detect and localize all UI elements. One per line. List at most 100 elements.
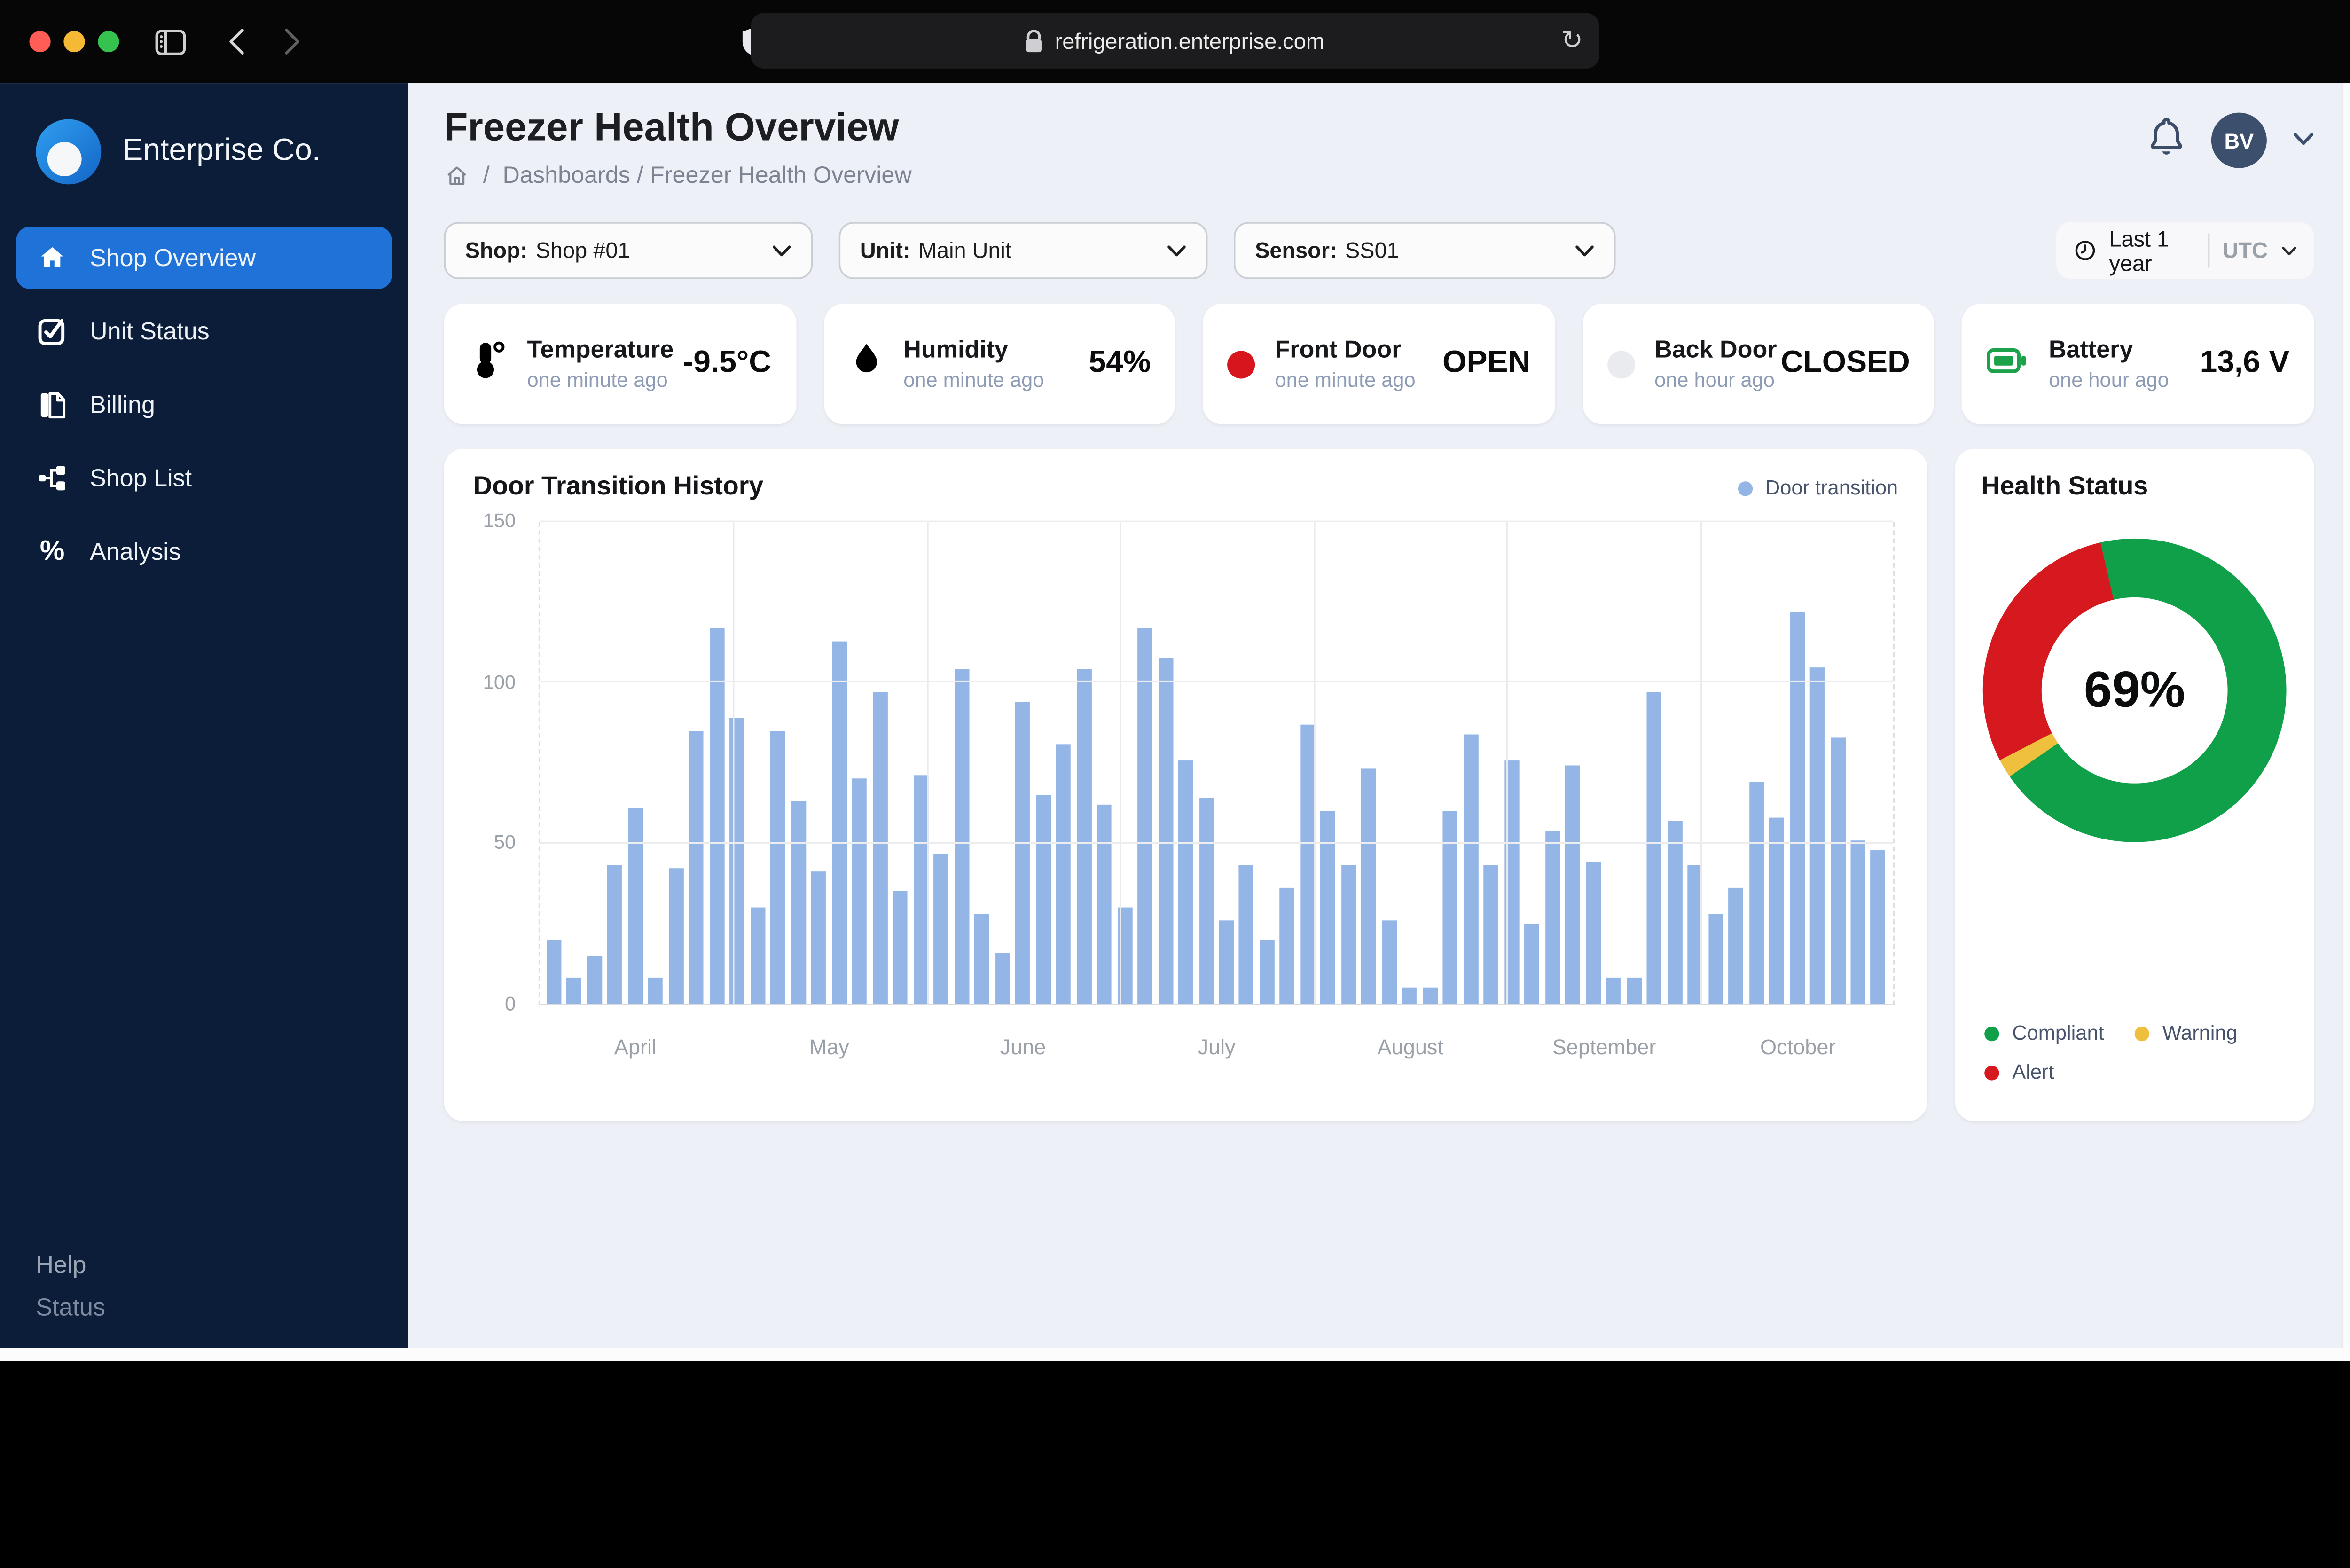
check-square-icon <box>36 317 68 346</box>
sidebar-item-label: Billing <box>90 391 155 419</box>
sidebar-item-label: Analysis <box>90 538 181 565</box>
legend-dot-icon <box>1984 1026 1999 1040</box>
legend-dot-icon <box>2135 1026 2149 1040</box>
breadcrumb-separator: / <box>483 163 490 189</box>
clock-icon <box>2074 236 2096 264</box>
health-status-card: Health Status 69% Compliant Warning <box>1955 449 2314 1121</box>
sidebar-item-label: Shop Overview <box>90 244 256 272</box>
legend-label: Warning <box>2162 1022 2238 1045</box>
browser-scrollbar[interactable] <box>2342 83 2350 1348</box>
kpi-updated: one minute ago <box>1275 369 1415 392</box>
time-range-select[interactable]: Last 1 year UTC <box>2056 222 2314 279</box>
sidebar-nav: Shop Overview Unit Status Billing Shop L… <box>0 227 408 583</box>
lock-icon <box>1026 29 1043 53</box>
close-window-button[interactable] <box>30 31 51 52</box>
kpi-value: 13,6 V <box>2200 346 2290 382</box>
sidebar-item-label: Shop List <box>90 464 192 492</box>
notifications-bell-icon[interactable] <box>2147 116 2185 165</box>
reload-icon[interactable]: ↻ <box>1561 24 1583 55</box>
sidebar: Enterprise Co. Shop Overview Unit Status… <box>0 83 408 1348</box>
chart-title: Door Transition History <box>473 473 763 503</box>
page-title: Freezer Health Overview <box>444 106 911 152</box>
browser-titlebar: refrigeration.enterprise.com ↻ <box>0 0 2350 83</box>
percent-icon: % <box>36 535 68 568</box>
divider <box>2208 234 2209 268</box>
breadcrumb: / Dashboards / Freezer Health Overview <box>444 163 911 189</box>
sensor-select-label: Sensor: <box>1255 238 1337 263</box>
chevron-down-icon <box>2281 244 2296 257</box>
breadcrumb-path[interactable]: Dashboards / Freezer Health Overview <box>503 163 912 189</box>
kpi-title: Temperature <box>527 336 674 364</box>
sidebar-item-billing[interactable]: Billing <box>16 374 392 436</box>
kpi-title: Humidity <box>903 336 1044 364</box>
avatar[interactable]: BV <box>2211 113 2267 168</box>
zoom-window-button[interactable] <box>98 31 119 52</box>
main-content: Freezer Health Overview / Dashboards / F… <box>408 83 2350 1348</box>
red-status-dot-icon <box>1228 350 1255 378</box>
forward-icon[interactable] <box>284 28 300 55</box>
kpi-updated: one minute ago <box>527 369 674 392</box>
kpi-title: Front Door <box>1275 336 1415 364</box>
chevron-down-icon <box>1167 238 1187 263</box>
legend-label: Alert <box>2012 1061 2054 1084</box>
timezone-value: UTC <box>2222 238 2267 263</box>
back-icon[interactable] <box>228 28 245 55</box>
legend-label: Compliant <box>2012 1022 2104 1045</box>
kpi-card-front-door: Front Door one minute ago OPEN <box>1203 304 1555 424</box>
health-legend: Compliant Warning Alert <box>1981 1022 2288 1097</box>
battery-icon <box>1987 344 2029 384</box>
legend-dot-icon <box>1738 481 1752 495</box>
shop-select-value: Shop #01 <box>536 238 630 263</box>
kpi-title: Back Door <box>1654 336 1777 364</box>
account-chevron-down-icon[interactable] <box>2293 125 2314 155</box>
chevron-down-icon <box>772 238 791 263</box>
sensor-select-value: SS01 <box>1345 238 1399 263</box>
invoice-icon <box>36 389 68 420</box>
minimize-window-button[interactable] <box>63 31 85 52</box>
status-link[interactable]: Status <box>36 1294 105 1322</box>
sidebar-toggle-icon[interactable] <box>155 29 186 55</box>
sidebar-item-unit-status[interactable]: Unit Status <box>16 300 392 362</box>
sensor-select[interactable]: Sensor: SS01 <box>1234 222 1616 279</box>
bar-series <box>547 522 1887 1004</box>
kpi-updated: one minute ago <box>903 369 1044 392</box>
window-controls <box>30 31 119 52</box>
shop-select-label: Shop: <box>465 238 528 263</box>
kpi-updated: one hour ago <box>2049 369 2169 392</box>
sidebar-item-shop-list[interactable]: Shop List <box>16 447 392 509</box>
browser-window: refrigeration.enterprise.com ↻ Enterpris… <box>0 0 2350 1361</box>
thermometer-icon <box>469 338 508 389</box>
unit-select[interactable]: Unit: Main Unit <box>839 222 1208 279</box>
legend-item-warning: Warning <box>2135 1022 2285 1045</box>
brand-logo-icon <box>36 119 101 184</box>
kpi-row: Temperature one minute ago -9.5°C Humidi… <box>444 304 2314 424</box>
bar-chart-plot <box>539 522 1895 1005</box>
chevron-down-icon <box>1575 238 1595 263</box>
chart-legend: Door transition <box>1738 477 1898 500</box>
address-bar[interactable]: refrigeration.enterprise.com ↻ <box>751 13 1599 69</box>
help-link[interactable]: Help <box>36 1252 105 1279</box>
shop-select[interactable]: Shop: Shop #01 <box>444 222 813 279</box>
health-donut-chart: 69% <box>1983 539 2287 842</box>
sidebar-item-analysis[interactable]: % Analysis <box>16 521 392 583</box>
home-icon <box>36 243 68 273</box>
kpi-card-back-door: Back Door one hour ago CLOSED <box>1582 304 1935 424</box>
kpi-value: OPEN <box>1442 346 1530 382</box>
y-axis-ticks: 050100150 <box>473 522 519 1005</box>
kpi-card-battery: Battery one hour ago 13,6 V <box>1962 304 2314 424</box>
unit-select-label: Unit: <box>860 238 910 263</box>
unit-select-value: Main Unit <box>918 238 1011 263</box>
sidebar-item-label: Unit Status <box>90 317 210 345</box>
gray-status-dot-icon <box>1607 350 1635 378</box>
window-bottom-edge <box>0 1348 2350 1361</box>
kpi-card-humidity: Humidity one minute ago 54% <box>823 304 1175 424</box>
kpi-value: 54% <box>1089 346 1151 382</box>
chart-title: Health Status <box>1981 473 2288 503</box>
sidebar-item-shop-overview[interactable]: Shop Overview <box>16 227 392 289</box>
legend-item-alert: Alert <box>1984 1061 2134 1084</box>
brand-name: Enterprise Co. <box>122 134 321 170</box>
x-axis-labels: AprilMayJuneJulyAugustSeptemberOctober <box>539 1019 1895 1061</box>
kpi-value: CLOSED <box>1781 346 1910 382</box>
time-range-value: Last 1 year <box>2109 226 2195 275</box>
breadcrumb-home-icon[interactable] <box>444 163 470 189</box>
